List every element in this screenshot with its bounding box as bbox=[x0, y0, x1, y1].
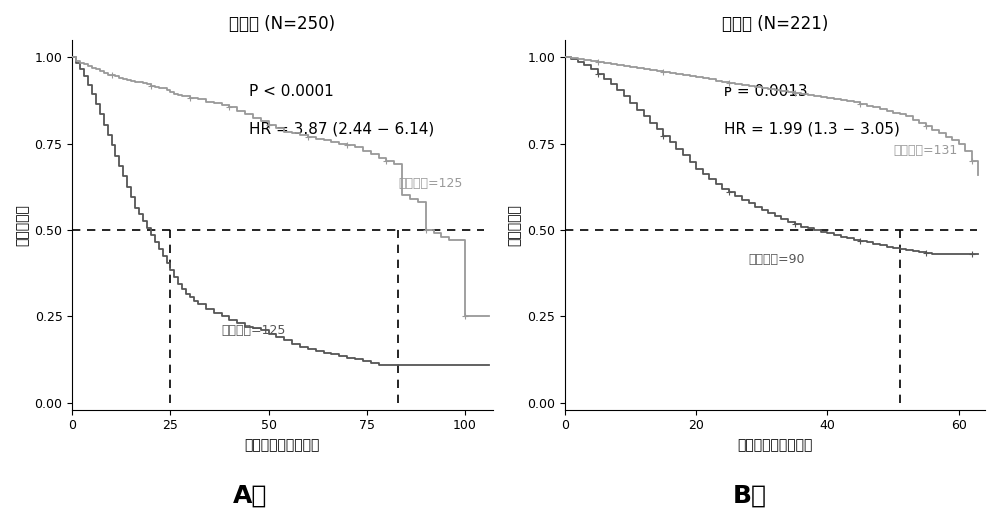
Title: 验证集 (N=221): 验证集 (N=221) bbox=[722, 15, 828, 33]
Title: 训练集 (N=250): 训练集 (N=250) bbox=[229, 15, 335, 33]
Text: P < 0.0001: P < 0.0001 bbox=[249, 85, 334, 100]
Text: HR = 3.87 (2.44 − 6.14): HR = 3.87 (2.44 − 6.14) bbox=[249, 122, 434, 136]
Text: 低风险组=131: 低风险组=131 bbox=[893, 144, 957, 157]
Text: B图: B图 bbox=[733, 484, 767, 508]
Text: 高风险组=90: 高风险组=90 bbox=[749, 253, 805, 266]
Y-axis label: 总体生存率: 总体生存率 bbox=[508, 204, 522, 246]
Y-axis label: 总体生存率: 总体生存率 bbox=[15, 204, 29, 246]
Text: A图: A图 bbox=[233, 484, 267, 508]
Text: 高风险组=125: 高风险组=125 bbox=[222, 324, 286, 337]
X-axis label: 术后存活时间（月）: 术后存活时间（月） bbox=[245, 438, 320, 452]
Text: 低风险组=125: 低风险组=125 bbox=[398, 177, 463, 190]
Text: ᴘ = 0.0013: ᴘ = 0.0013 bbox=[724, 85, 808, 100]
X-axis label: 术后存活时间（月）: 术后存活时间（月） bbox=[737, 438, 813, 452]
Text: HR = 1.99 (1.3 − 3.05): HR = 1.99 (1.3 − 3.05) bbox=[724, 122, 900, 136]
